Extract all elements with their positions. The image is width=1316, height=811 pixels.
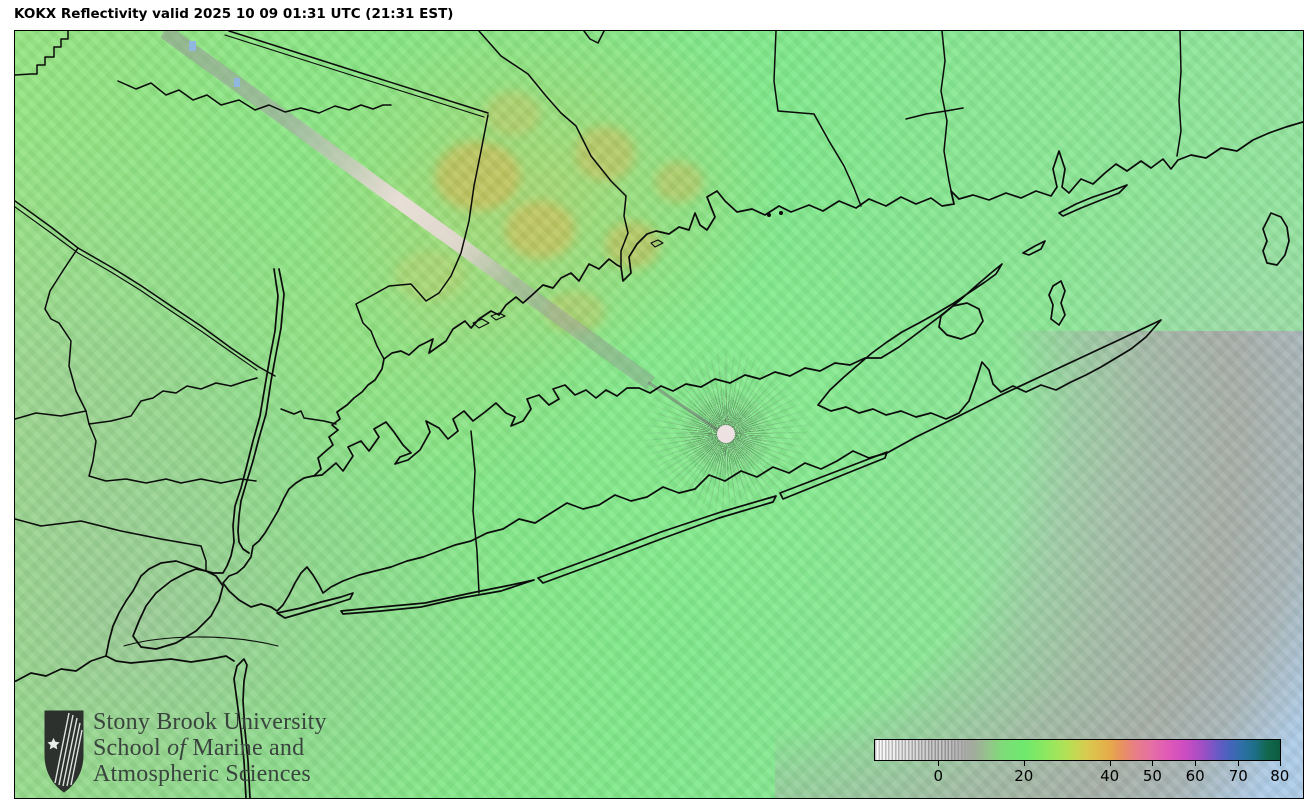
colorbar-tick-label: 60 xyxy=(1185,767,1205,785)
streak-blue-pixel xyxy=(234,78,240,87)
reflectivity-patch xyxy=(485,91,540,136)
border-ny-ct-upper-parallel xyxy=(224,34,485,118)
island-plum xyxy=(1022,240,1046,256)
barrier-island-westhampton xyxy=(779,451,888,500)
coastline-connecticut xyxy=(313,121,1303,477)
radar-site-marker xyxy=(717,425,735,443)
border-ny-nj xyxy=(15,200,276,377)
map-boundaries xyxy=(15,31,1303,798)
channel-line-raritan-bay xyxy=(123,636,279,647)
island-charles xyxy=(650,239,664,248)
coastline-raritan-west xyxy=(15,655,107,682)
coastline-long-island xyxy=(222,263,1162,612)
county-line-nj-west xyxy=(15,410,87,420)
colorbar-tick-label: 50 xyxy=(1142,767,1162,785)
reflectivity-patch xyxy=(395,251,465,301)
county-line-putnam xyxy=(117,80,392,114)
coastline-sandy-hook xyxy=(233,658,251,798)
coastline-raritan-south xyxy=(105,655,235,664)
river-hudson-west-bank xyxy=(205,268,279,574)
streak-blue-pixel xyxy=(189,41,196,51)
colorbar-tick xyxy=(1109,761,1111,766)
county-line-new-haven-middlesex xyxy=(773,31,862,207)
county-line-nj-south xyxy=(15,518,207,572)
border-ct-ri xyxy=(1176,31,1182,157)
islands-thimble xyxy=(767,211,783,217)
sbu-logo-line1: Stony Brook University xyxy=(93,709,327,735)
county-line-hartford-notch xyxy=(583,31,605,44)
colorbar-gradient xyxy=(874,739,1281,761)
colorbar-tick xyxy=(1023,761,1025,766)
barrier-island-fire-island xyxy=(537,495,777,584)
county-line-nj-branch xyxy=(44,247,257,484)
range-fade-clutter xyxy=(775,331,1303,798)
colorbar-tick-label: 20 xyxy=(1014,767,1034,785)
border-ny-nj-parallel xyxy=(15,206,258,371)
county-line-fairfield-new-haven xyxy=(478,31,629,268)
colorbar-tick xyxy=(1195,761,1197,766)
barrier-island-rockaway xyxy=(276,592,354,619)
island-block xyxy=(1262,212,1290,266)
colorbar-tick-label: 80 xyxy=(1270,767,1290,785)
barrier-island-long-beach-jones xyxy=(340,579,535,615)
colorbar-tick xyxy=(1152,761,1154,766)
sbu-logo-line2: School of Marine and xyxy=(93,735,305,761)
colorbar-negative-stripes xyxy=(875,740,969,760)
island-fishers xyxy=(1058,184,1128,217)
sbu-logo-line3: Atmospheric Sciences xyxy=(93,761,311,787)
border-ny-ct-lower xyxy=(355,114,489,360)
county-line-bronx-westchester xyxy=(280,408,337,425)
colorbar-tick-label: 0 xyxy=(933,767,944,785)
reflectivity-patch xyxy=(435,141,520,211)
county-line-middlesex-jog xyxy=(905,107,964,120)
reflectivity-colorbar: 0 20 40 50 60 70 80 xyxy=(874,739,1289,794)
sbu-logo: Stony Brook University School of Marine … xyxy=(43,709,327,795)
reflectivity-patch xyxy=(575,126,635,181)
sbu-logo-text: Stony Brook University School of Marine … xyxy=(93,709,327,787)
coastline-kill-van-kull xyxy=(105,560,207,657)
border-ny-ct-upper xyxy=(228,31,489,114)
reflectivity-patch xyxy=(655,161,703,203)
coastlines xyxy=(15,121,1303,798)
colorbar-tick xyxy=(1279,761,1281,766)
river-hudson-east-bank xyxy=(237,268,285,554)
sbu-shield-icon xyxy=(44,710,84,793)
political-boundaries xyxy=(15,31,1182,594)
county-line-staircase-nw xyxy=(15,31,69,76)
colorbar-tick-label: 40 xyxy=(1100,767,1120,785)
reflectivity-patch xyxy=(605,221,660,269)
colorbar-tick xyxy=(938,761,940,766)
island-shelter xyxy=(938,302,984,340)
island-gardiners xyxy=(1048,280,1066,326)
reflectivity-patch xyxy=(505,201,575,259)
colorbar-tick xyxy=(1238,761,1240,766)
colorbar-tick-label: 70 xyxy=(1228,767,1248,785)
county-line-nj-mid xyxy=(88,377,258,425)
county-line-nassau-suffolk xyxy=(470,430,480,594)
county-line-ct-river xyxy=(940,31,955,205)
island-staten xyxy=(132,568,224,650)
islands-norwalk xyxy=(472,312,506,329)
figure-title: KOKX Reflectivity valid 2025 10 09 01:31… xyxy=(14,6,454,22)
radar-map: Stony Brook University School of Marine … xyxy=(14,30,1304,799)
